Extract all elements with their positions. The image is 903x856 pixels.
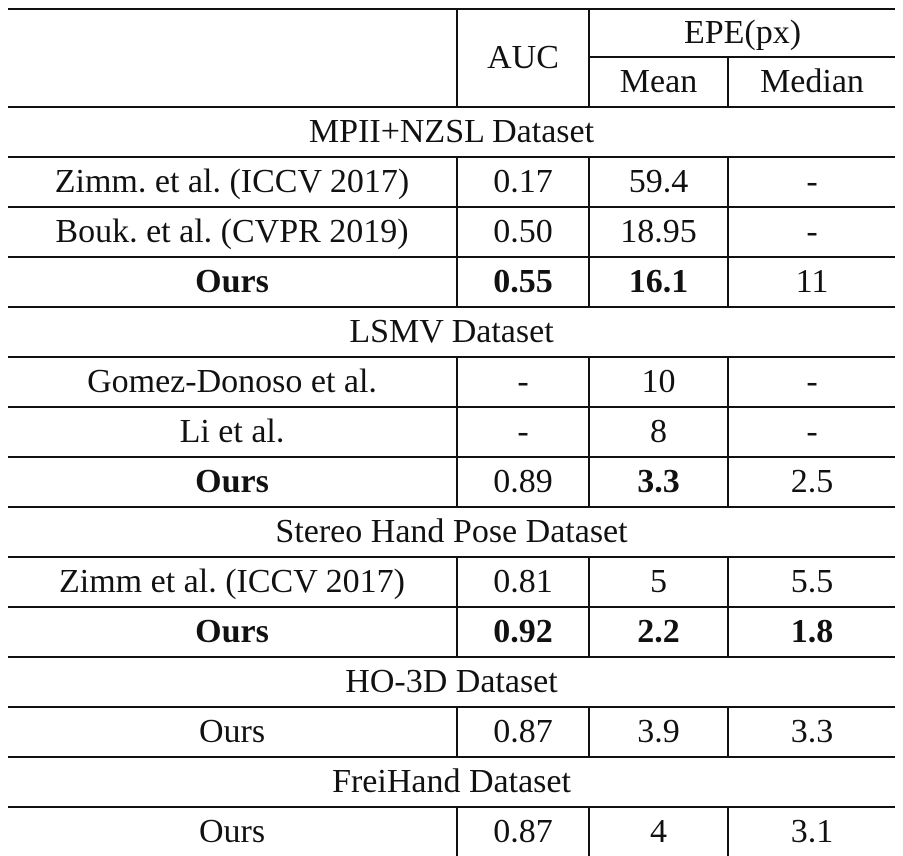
epe-header: EPE(px) (588, 8, 895, 57)
section-title-row: Stereo Hand Pose Dataset (8, 506, 895, 557)
mean-cell: 5 (588, 556, 728, 607)
method-cell: Zimm et al. (ICCV 2017) (8, 556, 457, 607)
method-header-cell (8, 8, 457, 107)
method-cell: Ours (8, 606, 457, 657)
method-cell: Ours (8, 806, 457, 856)
mean-cell: 3.9 (588, 706, 728, 757)
method-cell: Ours (8, 456, 457, 507)
method-cell: Ours (8, 256, 457, 307)
method-cell: Zimm. et al. (ICCV 2017) (8, 156, 457, 207)
method-cell: Bouk. et al. (CVPR 2019) (8, 206, 457, 257)
section-title-row: MPII+NZSL Dataset (8, 106, 895, 157)
median-cell: 2.5 (727, 456, 895, 507)
section-title-row: HO-3D Dataset (8, 656, 895, 707)
auc-cell: 0.89 (456, 456, 589, 507)
auc-header: AUC (456, 8, 589, 107)
auc-cell: 0.17 (456, 156, 589, 207)
table-row: Ours 0.87 3.9 3.3 (8, 706, 895, 757)
method-cell: Li et al. (8, 406, 457, 457)
section-title: Stereo Hand Pose Dataset (8, 506, 895, 557)
mean-header: Mean (588, 56, 728, 107)
mean-cell: 8 (588, 406, 728, 457)
method-cell: Gomez-Donoso et al. (8, 356, 457, 407)
median-cell: 3.1 (727, 806, 895, 856)
section-title-row: LSMV Dataset (8, 306, 895, 357)
table-row: Gomez-Donoso et al. - 10 - (8, 356, 895, 407)
table-row: Ours 0.89 3.3 2.5 (8, 456, 895, 507)
median-cell: 11 (727, 256, 895, 307)
median-cell: - (727, 156, 895, 207)
auc-cell: 0.50 (456, 206, 589, 257)
header-row: AUC EPE(px) (8, 8, 895, 107)
auc-cell: 0.81 (456, 556, 589, 607)
auc-cell: 0.55 (456, 256, 589, 307)
subheader-row: Mean Median (8, 56, 895, 107)
mean-cell: 4 (588, 806, 728, 856)
section-title: HO-3D Dataset (8, 656, 895, 707)
table-row: Bouk. et al. (CVPR 2019) 0.50 18.95 - (8, 206, 895, 257)
method-cell: Ours (8, 706, 457, 757)
table-row: Zimm. et al. (ICCV 2017) 0.17 59.4 - (8, 156, 895, 207)
mean-cell: 2.2 (588, 606, 728, 657)
auc-cell: - (456, 406, 589, 457)
median-cell: - (727, 406, 895, 457)
table-row: Ours 0.87 4 3.1 (8, 806, 895, 856)
mean-cell: 10 (588, 356, 728, 407)
auc-cell: 0.92 (456, 606, 589, 657)
section-title: MPII+NZSL Dataset (8, 106, 895, 157)
median-cell: - (727, 206, 895, 257)
median-cell: 1.8 (727, 606, 895, 657)
auc-cell: 0.87 (456, 806, 589, 856)
table-row: Zimm et al. (ICCV 2017) 0.81 5 5.5 (8, 556, 895, 607)
median-cell: - (727, 356, 895, 407)
auc-cell: - (456, 356, 589, 407)
mean-cell: 3.3 (588, 456, 728, 507)
mean-cell: 18.95 (588, 206, 728, 257)
mean-cell: 16.1 (588, 256, 728, 307)
auc-cell: 0.87 (456, 706, 589, 757)
section-title-row: FreiHand Dataset (8, 756, 895, 807)
section-title: FreiHand Dataset (8, 756, 895, 807)
median-cell: 5.5 (727, 556, 895, 607)
results-table: AUC EPE(px) Mean Median MPII+NZSL Datase… (8, 8, 895, 856)
table-row: Ours 0.55 16.1 11 (8, 256, 895, 307)
table-row: Ours 0.92 2.2 1.8 (8, 606, 895, 657)
median-header: Median (727, 56, 895, 107)
mean-cell: 59.4 (588, 156, 728, 207)
section-title: LSMV Dataset (8, 306, 895, 357)
table-row: Li et al. - 8 - (8, 406, 895, 457)
median-cell: 3.3 (727, 706, 895, 757)
